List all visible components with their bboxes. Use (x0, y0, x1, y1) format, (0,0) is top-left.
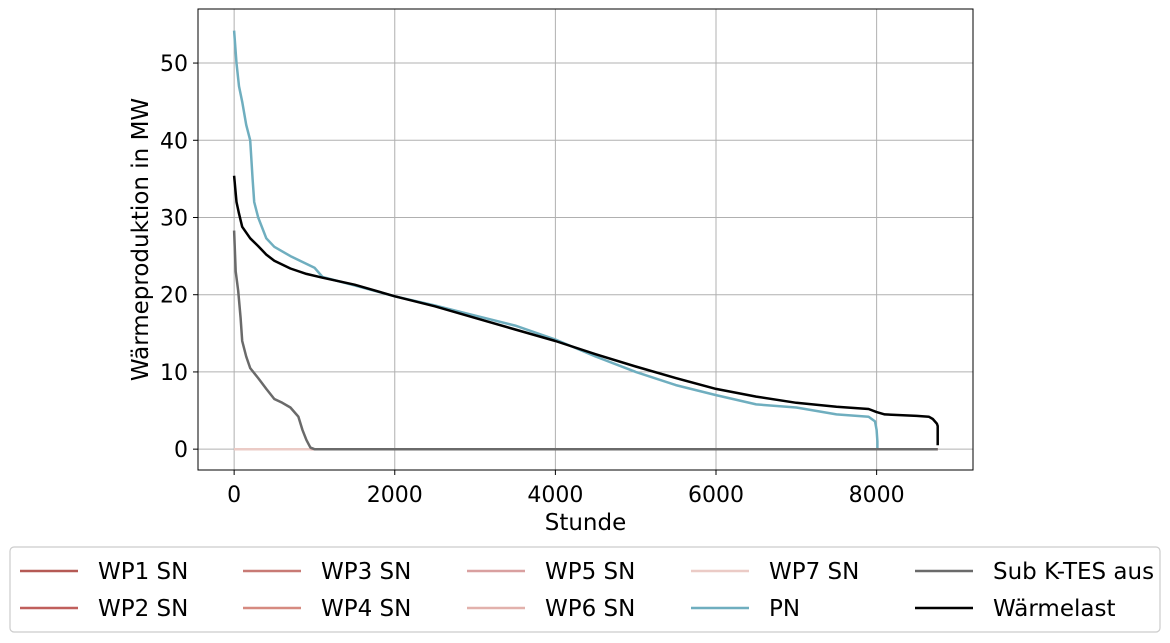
legend-label: WP4 SN (321, 596, 411, 622)
y-tick-label: 40 (160, 129, 188, 154)
legend-label: WP7 SN (769, 559, 859, 585)
legend-label: WP5 SN (545, 559, 635, 585)
x-tick-label: 4000 (527, 483, 583, 508)
y-tick-label: 10 (160, 361, 188, 386)
y-axis-title: Wärmeproduktion in MW (128, 98, 154, 381)
legend-label: Sub K-TES aus (993, 559, 1154, 585)
legend-label: WP3 SN (321, 559, 411, 585)
y-tick-label: 0 (174, 438, 188, 463)
series-layer (232, 30, 939, 451)
y-tick-label: 50 (160, 52, 188, 77)
tick-layer: 0 2000 4000 6000 8000 0 10 20 30 40 50 (160, 52, 905, 508)
legend-label: WP1 SN (98, 559, 188, 585)
y-tick-label: 30 (160, 206, 188, 231)
legend-label: PN (769, 596, 800, 622)
x-tick-label: 2000 (367, 483, 423, 508)
y-tick-label: 20 (160, 284, 188, 309)
x-tick-label: 6000 (688, 483, 744, 508)
legend-label: Wärmelast (993, 596, 1115, 622)
x-tick-label: 0 (227, 483, 241, 508)
plot-frame (197, 8, 974, 471)
legend-label: WP2 SN (98, 596, 188, 622)
grid-layer (198, 9, 973, 470)
x-axis-title: Stunde (545, 510, 627, 536)
legend: WP1 SN WP2 SN WP3 SN WP4 SN WP5 SN WP6 SN WP7 … (9, 546, 1161, 633)
series-line-10 (232, 175, 939, 446)
legend-label: WP6 SN (545, 596, 635, 622)
legend-frame (9, 546, 1161, 633)
x-tick-label: 8000 (849, 483, 905, 508)
series-line-9 (232, 230, 938, 451)
